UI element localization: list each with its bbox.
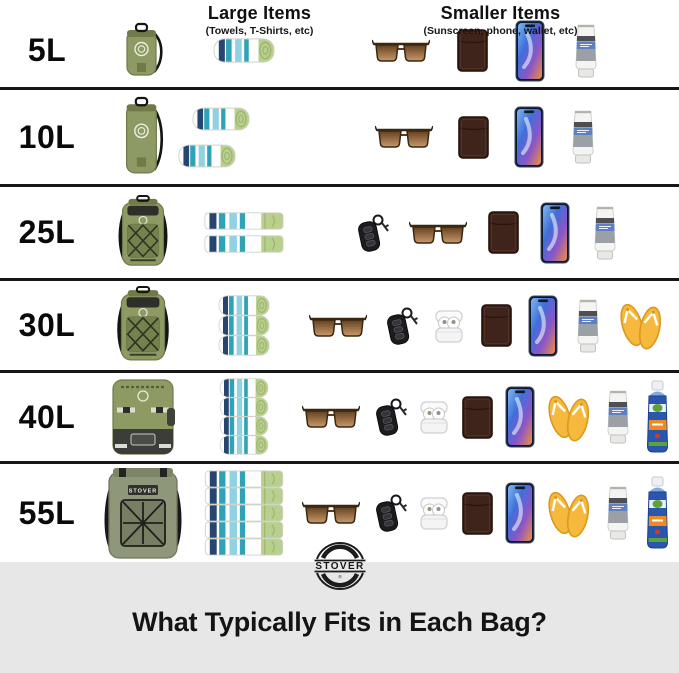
flip-flops-icon — [546, 390, 592, 445]
row-items — [296, 380, 679, 454]
bag-size-label: 5L — [27, 32, 67, 68]
key-fob-icon — [353, 212, 389, 254]
wallet-icon — [461, 491, 494, 536]
key-fob-icon — [382, 305, 418, 347]
sunglasses-icon — [308, 314, 367, 338]
towel-icon — [200, 378, 288, 398]
large-items-subtitle: (Towels, T-Shirts, etc) — [205, 25, 314, 37]
bag-size-label: 25L — [18, 214, 76, 250]
wallet-icon — [480, 303, 513, 348]
towel-icon — [200, 503, 288, 522]
row-items — [296, 295, 679, 357]
towel-icon — [211, 294, 277, 316]
sunscreen-tube-icon — [571, 23, 601, 79]
towel-stack — [192, 37, 296, 64]
towel-icon — [192, 104, 250, 134]
sunscreen-tube-icon — [590, 205, 620, 261]
towel-icon — [200, 486, 288, 505]
airpods-icon — [418, 399, 450, 435]
airpods-icon — [418, 495, 450, 531]
sunscreen-tube-icon — [603, 389, 633, 445]
backpack-large-icon — [94, 374, 192, 460]
bag-row-55l: 55L STOVER — [0, 464, 679, 562]
bag-rows: 5L — [0, 0, 679, 562]
towel-icon — [211, 314, 277, 336]
wallet-icon — [457, 115, 490, 160]
bag-size-label: 40L — [18, 398, 76, 435]
bag-size-label: 10L — [18, 118, 76, 155]
backpack-xl-icon: STOVER — [94, 466, 192, 560]
stover-badge-logo: STOVER ® — [310, 533, 370, 597]
sunglasses-icon — [408, 221, 467, 245]
sunglasses-icon — [301, 501, 360, 525]
phone-icon — [505, 482, 535, 544]
sunglasses-icon — [374, 125, 433, 149]
bag-row-25l: 25L — [0, 187, 679, 281]
large-items-title: Large Items — [207, 3, 312, 23]
towel-icon — [200, 416, 288, 436]
large-items-header: Large Items (Towels, T-Shirts, etc) — [172, 3, 347, 37]
sunscreen-tube-icon — [568, 109, 598, 165]
flip-flops-icon — [618, 298, 664, 353]
wallet-icon — [461, 395, 494, 440]
phone-icon — [528, 295, 558, 357]
svg-text:®: ® — [338, 574, 342, 580]
row-items — [296, 20, 679, 82]
airpods-icon — [433, 308, 465, 344]
phone-icon — [540, 202, 570, 264]
towel-icon — [204, 209, 284, 233]
row-items — [296, 106, 679, 168]
towel-icon — [200, 397, 288, 417]
smaller-items-header: Smaller Items (Sunscreen, phone, wallet,… — [408, 3, 593, 37]
row-items — [296, 476, 679, 550]
dry-bag-tall-icon — [94, 96, 192, 178]
wallet-icon — [487, 210, 520, 255]
towel-stack — [178, 104, 296, 171]
svg-text:STOVER: STOVER — [315, 561, 364, 572]
sunglasses-icon — [371, 39, 430, 63]
towel-icon — [200, 435, 288, 455]
row-items — [296, 202, 679, 264]
smaller-items-title: Smaller Items — [440, 3, 561, 23]
towel-icon — [200, 520, 288, 539]
footer: What Typically Fits in Each Bag? — [0, 562, 679, 673]
backpack-medium-icon — [94, 285, 192, 366]
bag-row-30l: 30L — [0, 281, 679, 373]
spray-can-icon — [644, 476, 671, 550]
spray-can-icon — [644, 380, 671, 454]
phone-icon — [515, 20, 545, 82]
towel-icon — [178, 141, 236, 171]
towel-icon — [200, 537, 288, 556]
sunscreen-tube-icon — [603, 485, 633, 541]
bag-size-label: 55L — [18, 494, 76, 531]
dry-bag-small-icon — [94, 22, 192, 80]
towel-stack — [192, 294, 296, 356]
footer-title: What Typically Fits in Each Bag? — [132, 607, 547, 637]
sunglasses-icon — [301, 405, 360, 429]
towel-icon — [211, 334, 277, 356]
phone-icon — [514, 106, 544, 168]
smaller-items-subtitle: (Sunscreen, phone, wallet, etc) — [423, 25, 578, 37]
flip-flops-icon — [546, 486, 592, 541]
bag-row-40l: 40L — [0, 373, 679, 464]
backpack-small-icon — [94, 194, 192, 271]
bag-size-label: 30L — [18, 307, 76, 343]
towel-stack — [192, 469, 296, 556]
phone-icon — [505, 386, 535, 448]
towel-stack — [192, 378, 296, 455]
bag-row-5l: 5L — [0, 0, 679, 90]
svg-text:STOVER: STOVER — [129, 489, 158, 495]
towel-icon — [213, 37, 275, 64]
towel-icon — [200, 469, 288, 488]
key-fob-icon — [371, 492, 407, 534]
bag-row-10l: 10L — [0, 90, 679, 187]
sunscreen-tube-icon — [573, 298, 603, 354]
wallet-icon — [456, 28, 489, 73]
towel-icon — [204, 232, 284, 256]
towel-stack — [192, 210, 296, 256]
key-fob-icon — [371, 396, 407, 438]
